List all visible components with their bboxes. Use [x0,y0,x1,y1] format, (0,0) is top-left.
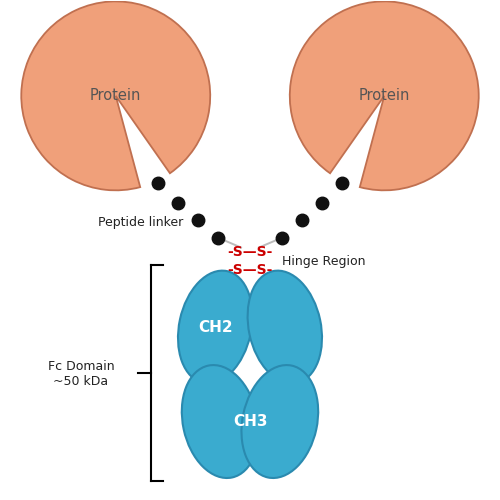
Wedge shape [290,2,478,190]
Ellipse shape [242,365,318,478]
Ellipse shape [178,270,252,384]
Text: Peptide linker: Peptide linker [98,216,183,229]
Ellipse shape [248,270,322,384]
Text: Protein: Protein [90,88,142,104]
Text: Hinge Region: Hinge Region [282,254,366,268]
Text: Fc Domain
~50 kDa: Fc Domain ~50 kDa [48,360,114,388]
Text: CH2: CH2 [198,320,232,334]
Text: -S—S-: -S—S- [228,246,272,260]
Wedge shape [22,2,210,190]
Text: -S—S-: -S—S- [228,263,272,277]
Text: CH3: CH3 [233,414,267,429]
Text: Protein: Protein [358,88,410,104]
Ellipse shape [182,365,258,478]
